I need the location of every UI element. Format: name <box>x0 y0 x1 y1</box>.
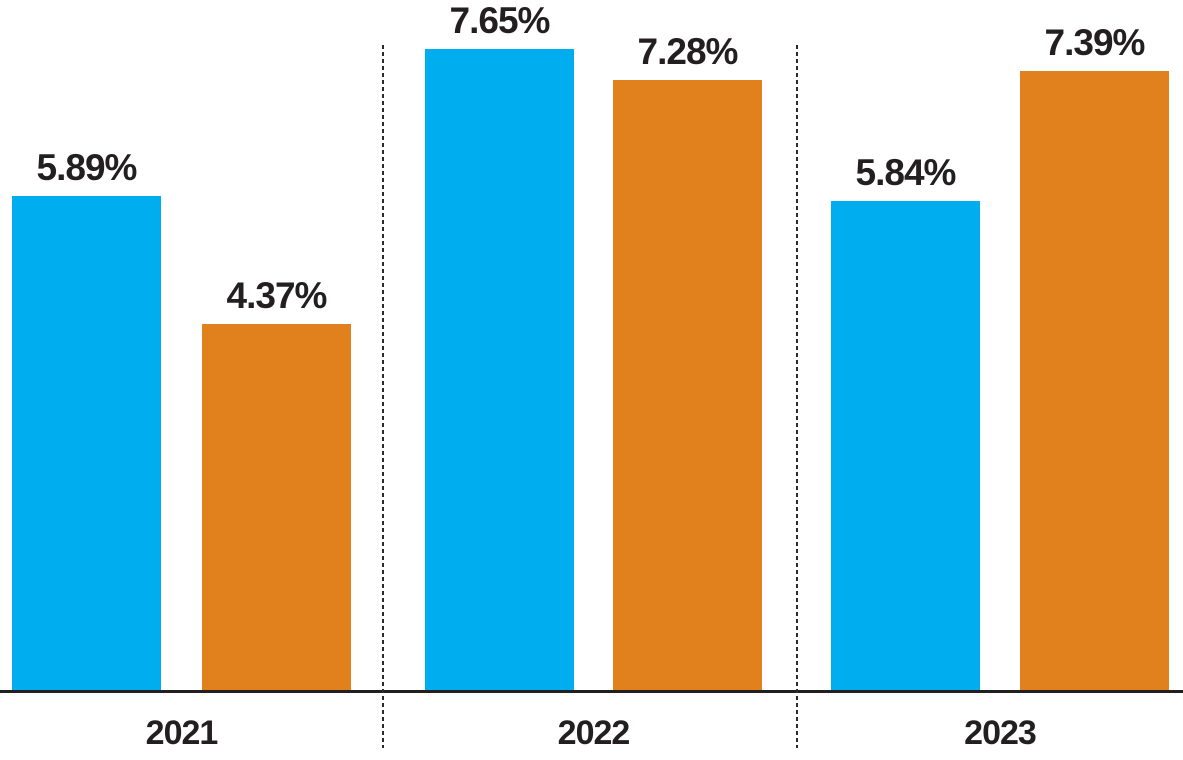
bar-2021-orange-series <box>202 324 351 690</box>
year-label-2021: 2021 <box>145 714 219 752</box>
bar-2022-blue-series <box>425 49 574 690</box>
bar-2022-orange-series <box>613 80 762 690</box>
group-separator-dashed-line-2 <box>796 45 798 748</box>
bar-2021-blue-series <box>12 196 161 690</box>
bar-2023-orange-series <box>1020 71 1169 690</box>
bar-2023-blue-series <box>831 201 980 690</box>
value-label-2022-blue-series: 7.65% <box>449 0 551 41</box>
value-label-2022-orange-series: 7.28% <box>637 31 739 72</box>
group-separator-dashed-line-1 <box>382 45 384 748</box>
value-label-2023-orange-series: 7.39% <box>1044 22 1146 63</box>
year-label-2023: 2023 <box>964 714 1037 752</box>
value-label-2021-blue-series: 5.89% <box>36 147 138 188</box>
value-label-2021-orange-series: 4.37% <box>226 275 328 316</box>
x-axis-line <box>0 690 1183 693</box>
year-label-2022: 2022 <box>557 714 631 752</box>
value-label-2023-blue-series: 5.84% <box>855 152 957 193</box>
